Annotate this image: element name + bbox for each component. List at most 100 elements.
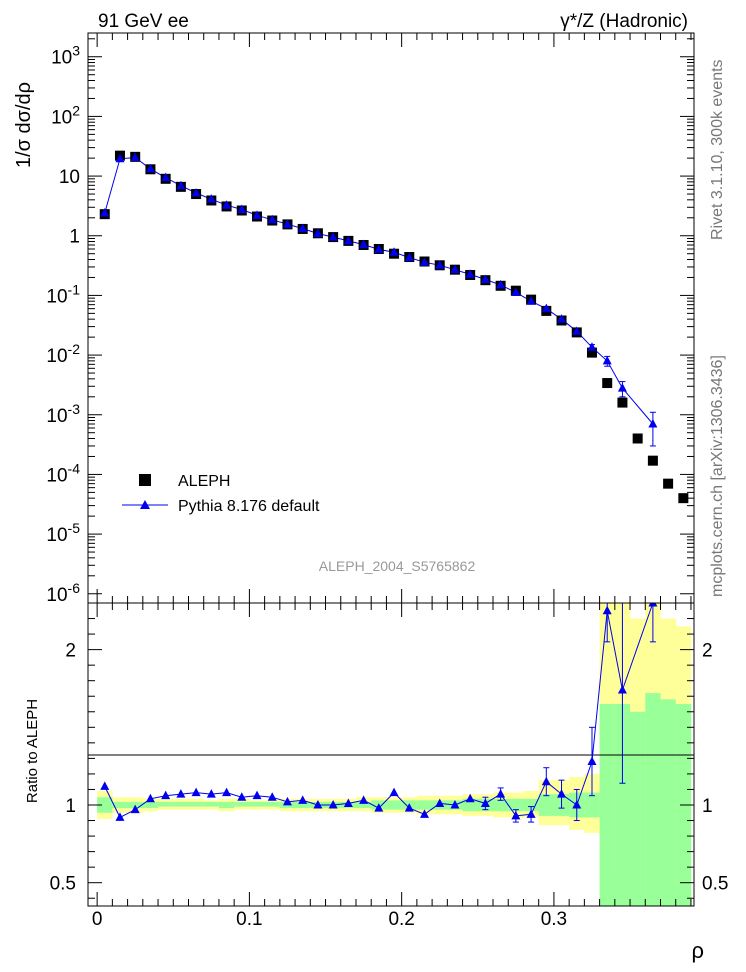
main-panel: 10-6 10-5 10-4 10-3 10-2 10-1 1 10 102 103: [46, 32, 695, 606]
main-y-tick-label: 10: [59, 167, 80, 188]
ratio-band-inner: [416, 800, 433, 810]
ratio-band-inner: [188, 801, 205, 807]
pythia-point: [450, 264, 460, 274]
pythia-point: [465, 269, 475, 278]
ratio-pythia-point: [237, 792, 247, 801]
ratio-pythia-point: [541, 776, 551, 786]
pythia-point: [389, 247, 399, 256]
ratio-pythia-point: [480, 798, 490, 807]
legend-label-aleph: ALEPH: [178, 473, 230, 490]
ratio-pythia-point: [222, 787, 232, 797]
ratio-pythia-point: [617, 685, 627, 694]
pythia-point: [541, 303, 551, 313]
pythia-point: [237, 204, 247, 214]
pythia-line: [104, 156, 654, 425]
side-label-source: mcplots.cern.ch [arXiv:1306.3436]: [709, 355, 726, 597]
ratio-band-inner: [158, 801, 174, 807]
ratio-pythia-point: [602, 605, 612, 615]
ratio-band-inner: [264, 801, 281, 807]
pythia-point: [343, 235, 353, 245]
pythia-point: [587, 342, 597, 351]
ratio-pythia-point: [313, 800, 323, 809]
ratio-frame: [87, 602, 695, 907]
ratio-band-inner: [584, 792, 600, 818]
ratio-band-inner: [386, 800, 402, 810]
ratio-band-inner: [234, 801, 250, 807]
main-ylabel: 1/σ dσ/dρ: [13, 82, 35, 168]
ratio-pythia-point: [389, 787, 399, 797]
pythia-point: [161, 172, 171, 182]
aleph-point: [678, 493, 689, 504]
ratio-pythia-point: [404, 803, 414, 812]
analysis-watermark: ALEPH_2004_S5765862: [319, 558, 476, 574]
pythia-point: [359, 239, 369, 249]
legend-marker-pythia: [140, 500, 150, 509]
ratio-pythia-point: [374, 803, 384, 812]
aleph-point: [663, 478, 674, 489]
pythia-point: [435, 260, 445, 269]
ratio-pythia-point: [496, 789, 506, 798]
main-y-tick-label: 10-5: [46, 520, 80, 546]
pythia-point: [419, 257, 429, 266]
ratio-pythia-point: [526, 809, 536, 818]
pythia-point: [557, 314, 567, 323]
ratio-pythia-point: [145, 793, 155, 803]
left-title: 91 GeV ee: [98, 11, 189, 32]
pythia-point: [526, 296, 536, 305]
ratio-band-inner: [630, 711, 646, 906]
main-y-tick-label: 10-6: [46, 580, 80, 606]
aleph-point: [602, 378, 613, 389]
ratio-pythia-point: [130, 804, 140, 814]
aleph-point: [586, 347, 597, 358]
ratio-y-tick-label-left: 2: [65, 641, 76, 662]
ratio-pythia-point: [282, 796, 292, 806]
pythia-point: [572, 326, 582, 335]
ratio-y-tick-label-right: 0.5: [702, 874, 728, 895]
pythia-point: [282, 219, 292, 228]
main-y-tick-label: 10-1: [46, 281, 80, 307]
ratio-pythia-point: [115, 812, 125, 821]
pythia-point: [222, 200, 232, 209]
ratio-pythia-point: [359, 795, 369, 804]
right-title: γ*/Z (Hadronic): [560, 11, 688, 32]
pythia-point: [252, 210, 262, 219]
ratio-band-inner: [523, 798, 539, 812]
legend: ALEPH Pythia 8.176 default: [122, 473, 320, 515]
ratio-pythia-point: [572, 800, 582, 809]
ratio-band-inner: [508, 798, 524, 812]
pythia-point: [313, 228, 323, 238]
ratio-pythia-point: [252, 790, 262, 800]
ratio-pythia-point: [343, 798, 353, 807]
ratio-pythia-point: [191, 787, 201, 797]
x-tick-label: 0.1: [236, 909, 262, 930]
pythia-point: [328, 232, 338, 241]
main-y-tick-label: 10-3: [46, 401, 80, 427]
ratio-band-inner: [97, 797, 113, 813]
ratio-band-inner: [660, 699, 677, 906]
pythia-point: [130, 152, 140, 161]
ratio-pythia-point: [435, 798, 445, 807]
main-y-tick-label: 1: [69, 227, 80, 248]
legend-label-pythia: Pythia 8.176 default: [178, 498, 320, 515]
ratio-band-inner: [218, 801, 235, 809]
ratio-y-tick-label-left: 0.5: [50, 874, 76, 895]
xlabel: ρ: [691, 938, 704, 963]
ratio-pythia-point: [419, 809, 429, 818]
pythia-point: [176, 180, 186, 190]
pythia-point: [145, 163, 155, 173]
pythia-point: [298, 223, 308, 233]
ratio-pythia-point: [298, 795, 308, 804]
ratio-band-inner: [645, 693, 661, 906]
ratio-ylabel: Ratio to ALEPH: [24, 699, 41, 803]
main-y-tick-label: 10-4: [46, 460, 80, 486]
ratio-band-inner: [203, 801, 220, 807]
legend-marker-aleph: [139, 474, 151, 486]
ratio-mc-group: [100, 603, 658, 823]
pythia-point: [602, 355, 612, 365]
pythia-point: [374, 244, 384, 253]
ratio-pythia-point: [511, 810, 521, 820]
ratio-y-tick-label-right: 1: [702, 796, 713, 817]
main-y-tick-label: 10-2: [46, 341, 80, 367]
pythia-point: [115, 153, 125, 163]
side-label-version: Rivet 3.1.10, 300k events: [709, 59, 726, 240]
